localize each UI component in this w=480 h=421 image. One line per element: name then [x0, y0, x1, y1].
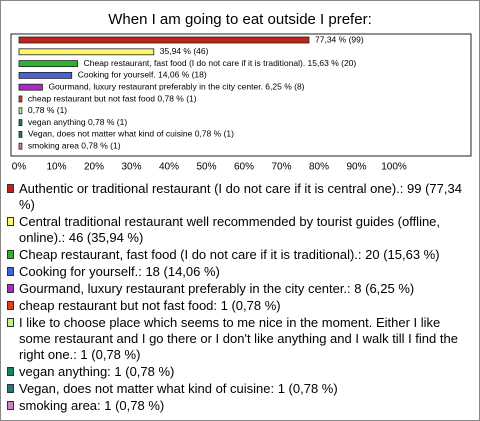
legend-text: Vegan, does not matter what kind of cuis… — [19, 381, 338, 396]
x-tick-label: 70% — [271, 162, 291, 173]
bar — [18, 119, 23, 126]
legend-item: Gourmand, luxury restaurant preferably i… — [7, 281, 469, 297]
bar-label: Vegan, does not matter what kind of cuis… — [28, 129, 234, 139]
legend-text: vegan anything: 1 (0,78 %) — [19, 364, 175, 379]
legend-text: I like to choose place which seems to me… — [19, 315, 458, 362]
x-tick-label: 20% — [84, 162, 104, 173]
bar-label: 77,34 % (99) — [315, 34, 364, 44]
legend-item: Cooking for yourself.: 18 (14,06 %) — [7, 264, 469, 280]
bar — [18, 60, 79, 67]
x-tick-label: 0% — [12, 162, 27, 173]
bar-label: vegan anything 0,78 % (1) — [28, 117, 127, 127]
x-tick-label: 60% — [234, 162, 254, 173]
legend-item: I like to choose place which seems to me… — [7, 315, 469, 363]
bar — [18, 83, 43, 91]
x-tick-label: 40% — [159, 162, 179, 173]
x-tick-label: 10% — [46, 162, 66, 173]
bar — [18, 48, 155, 56]
legend-swatch — [7, 367, 14, 376]
bar — [18, 107, 23, 115]
x-tick-label: 50% — [196, 162, 216, 173]
legend-swatch — [7, 250, 14, 259]
legend-item: Central traditional restaurant well reco… — [7, 214, 469, 246]
legend-item: Authentic or traditional restaurant (I d… — [7, 181, 469, 213]
x-tick-label: 90% — [346, 162, 366, 173]
legend: Authentic or traditional restaurant (I d… — [7, 181, 469, 415]
plot-frame — [10, 33, 472, 157]
chart-title: When I am going to eat outside I prefer: — [108, 11, 371, 28]
bar-label: 35,94 % (46) — [160, 46, 209, 56]
bar-label: 0,78 % (1) — [28, 105, 67, 115]
bar — [18, 36, 310, 44]
legend-text: cheap restaurant but not fast food: 1 (0… — [19, 298, 281, 313]
legend-text: Cheap restaurant, fast food (I do not ca… — [19, 247, 440, 262]
legend-swatch — [7, 217, 14, 226]
legend-swatch — [7, 284, 14, 293]
bar — [18, 130, 23, 138]
bar — [18, 142, 23, 150]
legend-text: smoking area: 1 (0,78 %) — [19, 398, 165, 413]
x-tick-label: 80% — [309, 162, 329, 173]
legend-item: Vegan, does not matter what kind of cuis… — [7, 381, 469, 397]
x-tick-label: 30% — [121, 162, 141, 173]
x-tick-label: 100% — [381, 162, 407, 173]
legend-text: Gourmand, luxury restaurant preferably i… — [19, 281, 415, 296]
legend-swatch — [7, 384, 14, 393]
bar — [18, 72, 73, 79]
legend-item: smoking area: 1 (0,78 %) — [7, 398, 469, 414]
legend-item: vegan anything: 1 (0,78 %) — [7, 364, 469, 380]
legend-swatch — [7, 318, 14, 327]
bar-label: Cheap restaurant, fast food (I do not ca… — [84, 58, 357, 68]
legend-text: Cooking for yourself.: 18 (14,06 %) — [19, 264, 220, 279]
legend-text: Authentic or traditional restaurant (I d… — [19, 181, 462, 212]
legend-swatch — [7, 301, 14, 310]
legend-text: Central traditional restaurant well reco… — [19, 214, 441, 245]
bar-label: smoking area 0,78 % (1) — [28, 140, 121, 150]
legend-item: cheap restaurant but not fast food: 1 (0… — [7, 298, 469, 314]
legend-item: Cheap restaurant, fast food (I do not ca… — [7, 247, 469, 263]
legend-swatch — [7, 401, 14, 410]
bar — [18, 95, 23, 103]
legend-swatch — [7, 267, 14, 276]
bar-label: cheap restaurant but not fast food 0,78 … — [28, 93, 197, 103]
bar-label: Gourmand, luxury restaurant preferably i… — [48, 81, 304, 91]
legend-swatch — [7, 184, 14, 193]
bar-label: Cooking for yourself. 14,06 % (18) — [78, 70, 207, 80]
plot: When I am going to eat outside I prefer:… — [10, 11, 472, 173]
